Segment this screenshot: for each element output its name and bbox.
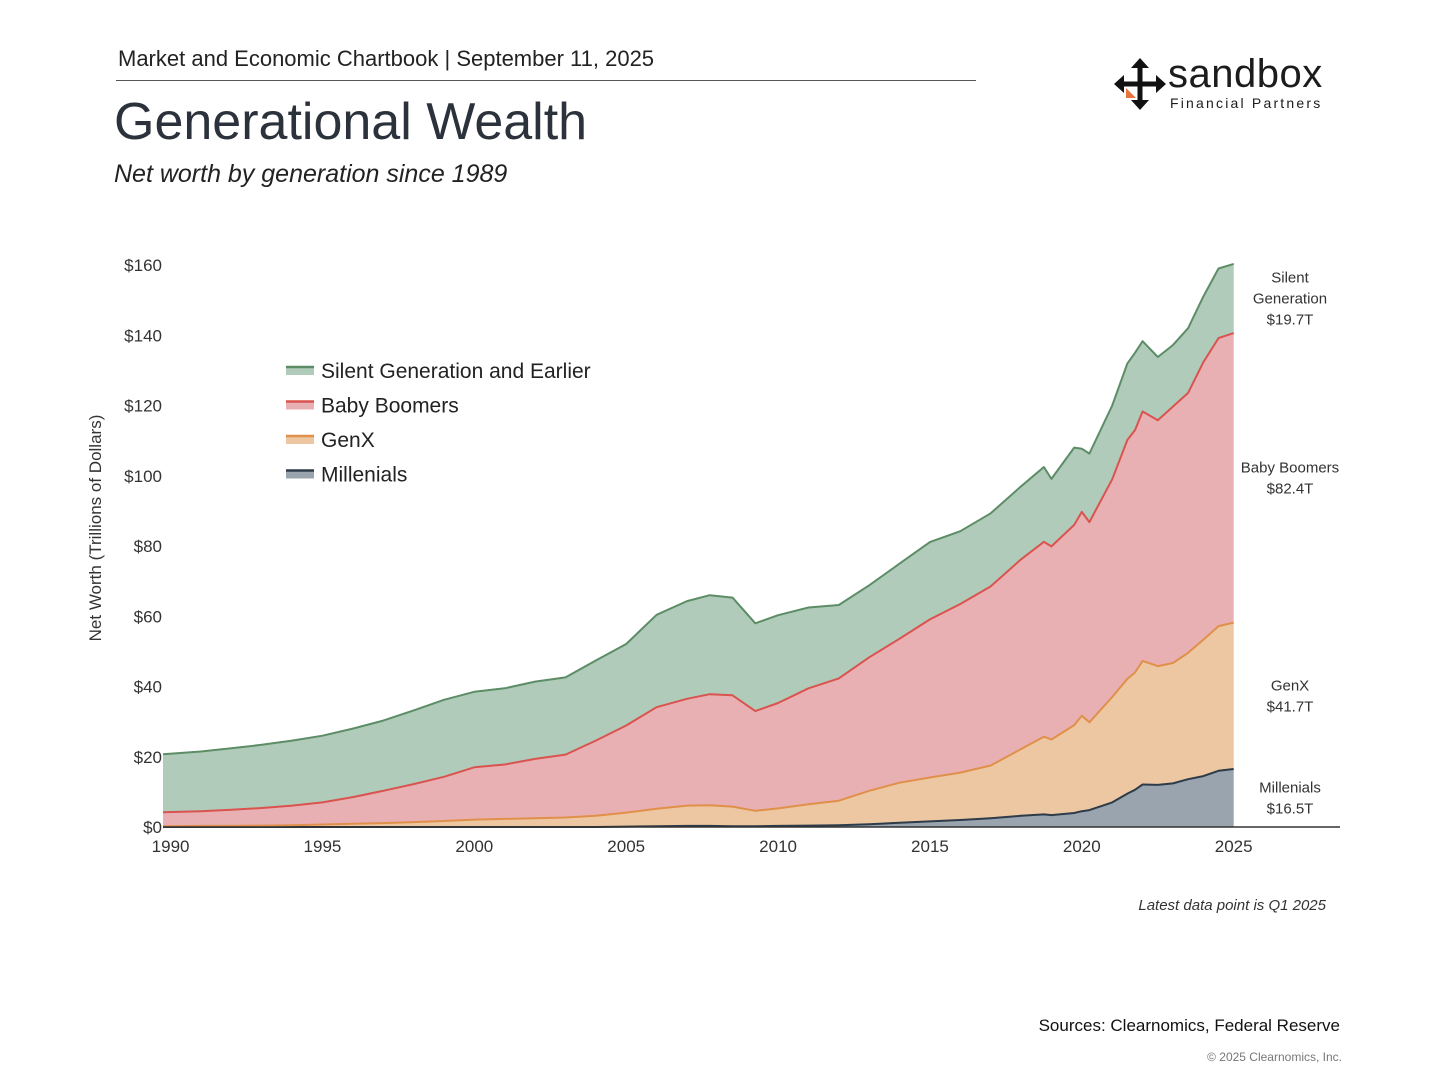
legend-swatch xyxy=(286,436,314,444)
brand-name: sandbox xyxy=(1168,52,1323,96)
chartbook-header: Market and Economic Chartbook | Septembe… xyxy=(118,46,655,71)
x-tick-label: 2025 xyxy=(1215,837,1253,856)
y-tick-label: $60 xyxy=(134,607,162,626)
line-baby-boomers xyxy=(162,332,1235,814)
end-label-genx: $41.7T xyxy=(1267,698,1314,715)
legend-label-silent-generation-and-earlier: Silent Generation and Earlier xyxy=(321,360,591,383)
x-tick-label: 1995 xyxy=(304,837,342,856)
end-label-baby-boomers: $82.4T xyxy=(1267,480,1314,497)
latest-data-note: Latest data point is Q1 2025 xyxy=(1138,897,1326,914)
y-tick-label: $0 xyxy=(143,818,162,837)
y-tick-label: $20 xyxy=(134,748,162,767)
end-label-millenials: Millenials xyxy=(1259,780,1321,797)
area-baby-boomers xyxy=(163,333,1234,827)
end-label-silent-generation-and-earlier: Generation xyxy=(1253,291,1327,308)
end-label-genx: GenX xyxy=(1271,677,1309,694)
y-tick-label: $80 xyxy=(134,537,162,556)
area-millenials xyxy=(163,769,1234,827)
end-label-silent-generation-and-earlier: Silent xyxy=(1271,270,1309,287)
end-label-millenials: $16.5T xyxy=(1267,801,1314,818)
y-tick-label: $160 xyxy=(124,256,162,275)
line-genx xyxy=(162,621,1234,828)
y-tick-label: $40 xyxy=(134,678,162,697)
area-genx xyxy=(163,622,1234,827)
y-axis-label: Net Worth (Trillions of Dollars) xyxy=(86,415,105,642)
chart-subtitle: Net worth by generation since 1989 xyxy=(114,160,508,188)
y-tick-label: $100 xyxy=(124,467,162,486)
legend-swatch xyxy=(286,401,314,410)
x-tick-label: 2000 xyxy=(455,837,493,856)
x-tick-label: 2020 xyxy=(1063,837,1101,856)
legend-swatch xyxy=(286,470,314,479)
area-silent-generation-and-earlier xyxy=(163,263,1234,813)
y-tick-label: $140 xyxy=(124,326,162,345)
x-tick-label: 2015 xyxy=(911,837,949,856)
y-tick-label: $120 xyxy=(124,397,162,416)
legend-label-baby-boomers: Baby Boomers xyxy=(321,395,459,418)
header-divider xyxy=(116,80,976,81)
sources-text: Sources: Clearnomics, Federal Reserve xyxy=(1038,1016,1340,1035)
x-tick-label: 2010 xyxy=(759,837,797,856)
line-silent-generation-and-earlier xyxy=(162,262,1234,756)
chart-title: Generational Wealth xyxy=(114,93,588,151)
x-tick-label: 1990 xyxy=(152,837,190,856)
legend-label-millenials: Millenials xyxy=(321,464,407,487)
legend-label-genx: GenX xyxy=(321,429,375,452)
x-tick-label: 2005 xyxy=(607,837,645,856)
brand-subtitle: Financial Partners xyxy=(1170,95,1323,111)
sandbox-arrows-icon xyxy=(1114,58,1166,110)
sandbox-logo: sandbox Financial Partners xyxy=(1114,52,1334,116)
copyright-text: © 2025 Clearnomics, Inc. xyxy=(1207,1050,1342,1064)
end-label-baby-boomers: Baby Boomers xyxy=(1241,459,1339,476)
legend-swatch xyxy=(286,367,314,375)
end-label-silent-generation-and-earlier: $19.7T xyxy=(1267,312,1314,329)
